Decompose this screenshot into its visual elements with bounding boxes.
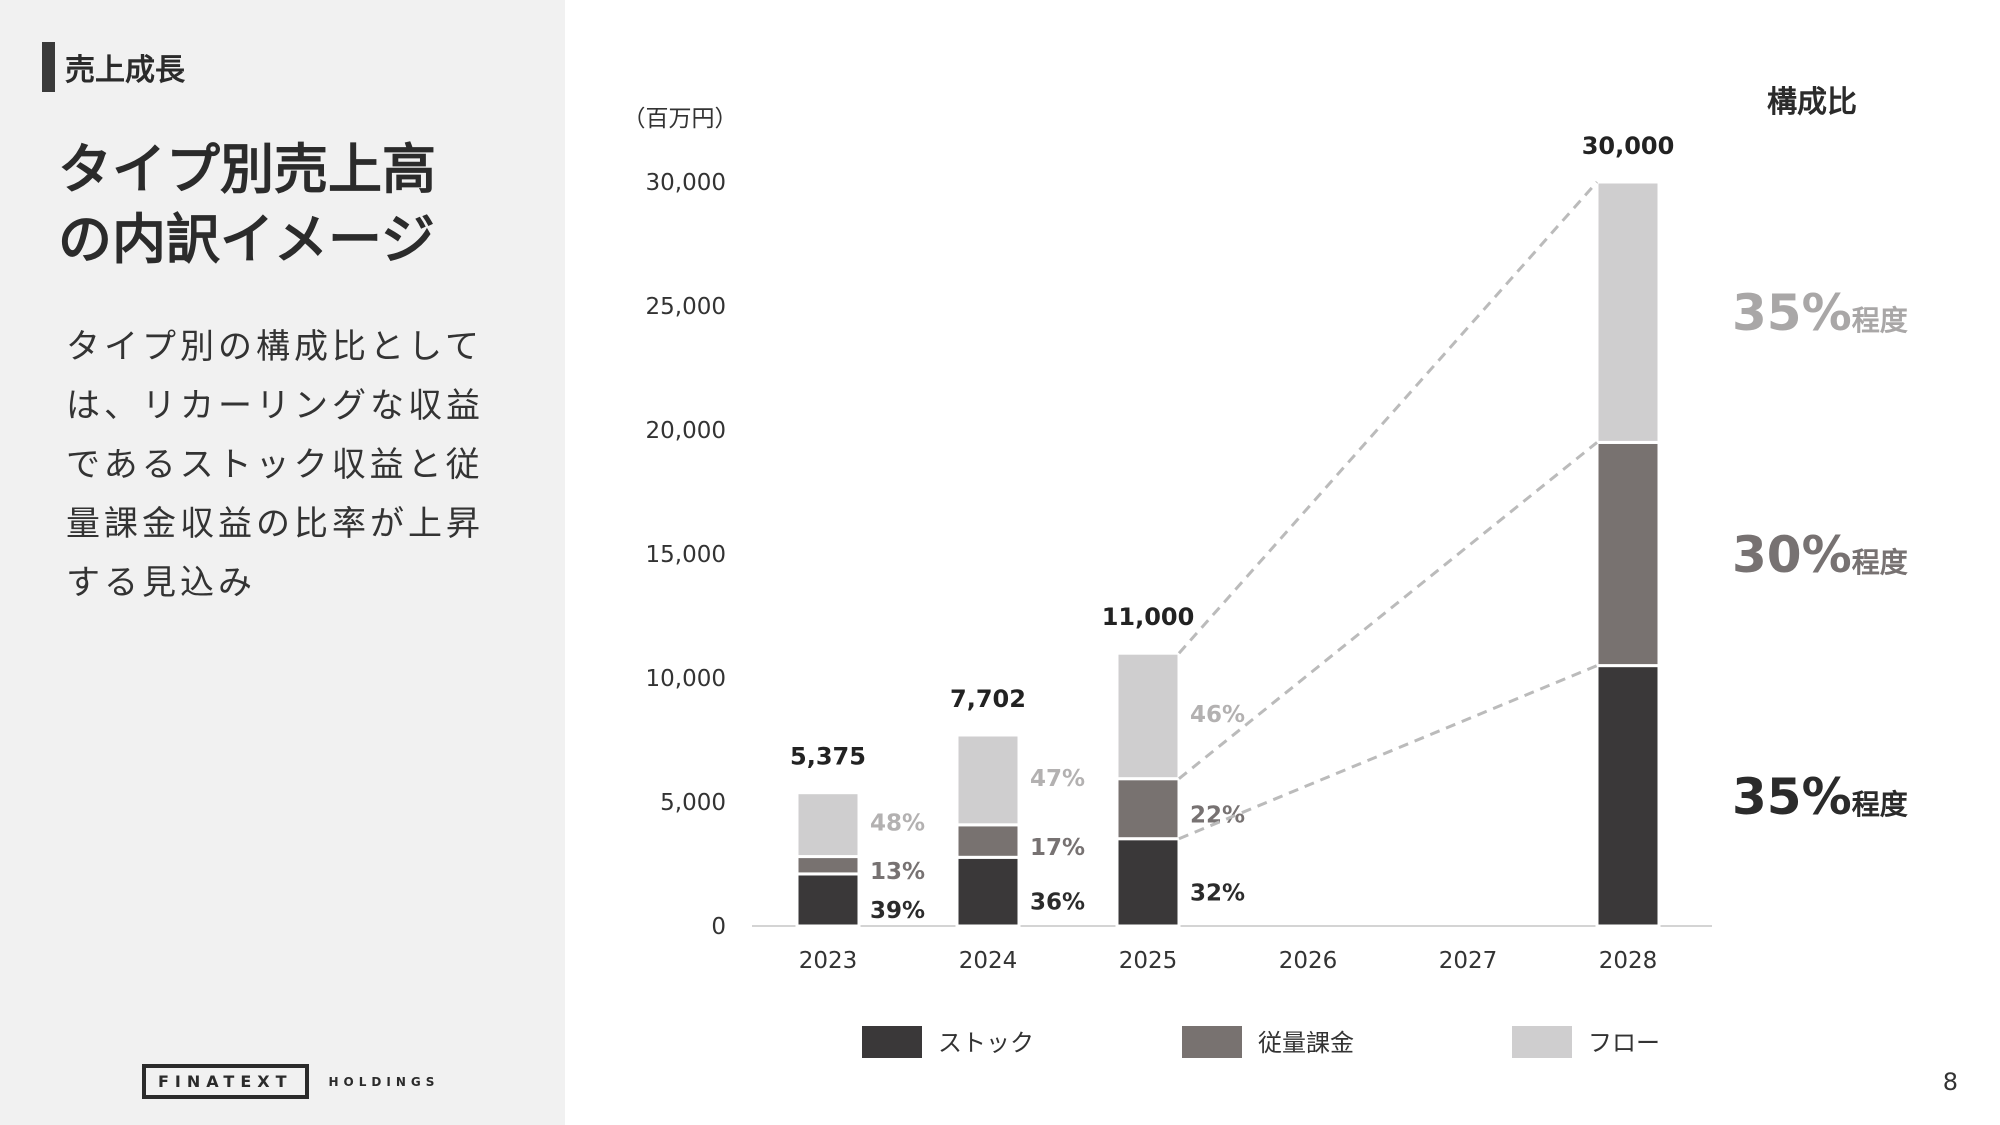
bar-segment-usage: [795, 855, 861, 876]
y-tick-label: 0: [711, 914, 726, 940]
segment-percent-label: 47%: [1030, 766, 1085, 792]
section-bar: [42, 42, 55, 92]
bar-total-label: 5,375: [790, 743, 866, 771]
logo-wordmark: FINATEXT: [142, 1064, 309, 1099]
slide-body: タイプ別の構成比として は、リカーリングな収益 であるストック収益と従 量課金収…: [66, 318, 536, 613]
bar-total-label: 30,000: [1582, 132, 1675, 160]
slide-title-line: タイプ別売上高: [58, 138, 436, 201]
x-tick-label: 2026: [1279, 948, 1338, 974]
bar-segment-stock: [1115, 837, 1181, 928]
bar-segment-stock: [955, 855, 1021, 928]
bar-segment-flow: [795, 791, 861, 859]
legend-label: 従量課金: [1258, 1029, 1354, 1057]
segment-percent-label: 39%: [870, 898, 925, 924]
x-tick-label: 2025: [1119, 948, 1178, 974]
legend-label: ストック: [938, 1029, 1034, 1057]
projection-dashed-line: [1178, 441, 1598, 780]
x-tick-label: 2023: [799, 948, 858, 974]
segment-percent-label: 17%: [1030, 835, 1085, 861]
composition-suffix: 程度: [1852, 788, 1908, 821]
segment-percent-label: 32%: [1190, 880, 1245, 906]
bar-segment-stock: [1595, 664, 1661, 928]
projection-dashed-line: [1178, 664, 1598, 841]
slide-body-line: は、リカーリングな収益: [66, 386, 484, 426]
composition-suffix: 程度: [1852, 304, 1908, 337]
legend-swatch: [1512, 1026, 1572, 1058]
segment-percent-label: 48%: [870, 811, 925, 837]
x-tick-label: 2027: [1439, 948, 1498, 974]
legend-swatch: [1182, 1026, 1242, 1058]
bar-total-label: 7,702: [950, 685, 1026, 713]
slide-title: タイプ別売上高 の内訳イメージ: [58, 135, 558, 275]
x-tick-label: 2028: [1599, 948, 1658, 974]
y-tick-label: 5,000: [660, 790, 726, 816]
composition-percent: 35%: [1732, 768, 1852, 826]
bar-segment-flow: [1115, 651, 1181, 781]
bar-total-label: 11,000: [1102, 603, 1195, 631]
slide-body-line: 量課金収益の比率が上昇: [66, 504, 484, 544]
left-panel: 売上成長 タイプ別売上高 の内訳イメージ タイプ別の構成比として は、リカーリン…: [0, 0, 565, 1125]
x-tick-label: 2024: [959, 948, 1018, 974]
section-tag: 売上成長: [42, 42, 185, 92]
bar-segment-usage: [1595, 440, 1661, 668]
segment-percent-label: 36%: [1030, 890, 1085, 916]
composition-percent: 35%: [1732, 284, 1852, 342]
bar-segment-usage: [955, 823, 1021, 859]
segment-percent-label: 46%: [1190, 702, 1245, 728]
logo-subtitle: HOLDINGS: [328, 1074, 440, 1089]
bar-segment-stock: [795, 872, 861, 928]
composition-value: 30%程度: [1732, 526, 1908, 584]
slide-body-line: であるストック収益と従: [66, 445, 484, 485]
page-number: 8: [1942, 1068, 1958, 1096]
slide-body-line: する見込み: [66, 563, 256, 603]
legend-swatch: [862, 1026, 922, 1058]
bar-segment-usage: [1115, 777, 1181, 841]
composition-percent: 30%: [1732, 526, 1852, 584]
composition-value: 35%程度: [1732, 284, 1908, 342]
legend-label: フロー: [1588, 1029, 1660, 1057]
bar-segment-flow: [955, 733, 1021, 827]
y-tick-label: 30,000: [646, 170, 726, 196]
y-tick-label: 10,000: [646, 666, 726, 692]
composition-value: 35%程度: [1732, 768, 1908, 826]
y-tick-label: 15,000: [646, 542, 726, 568]
composition-suffix: 程度: [1852, 546, 1908, 579]
y-axis-unit-label: （百万円）: [623, 106, 738, 132]
slide-body-line: タイプ別の構成比として: [66, 327, 483, 367]
segment-percent-label: 22%: [1190, 803, 1245, 829]
company-logo: FINATEXT HOLDINGS: [142, 1064, 439, 1099]
segment-percent-label: 13%: [870, 859, 925, 885]
y-tick-label: 25,000: [646, 294, 726, 320]
section-label: 売上成長: [65, 53, 185, 88]
slide-title-line: の内訳イメージ: [58, 208, 435, 271]
bar-segment-flow: [1595, 180, 1661, 444]
y-tick-label: 20,000: [646, 418, 726, 444]
projection-dashed-line: [1177, 181, 1599, 655]
composition-title: 構成比: [1767, 85, 1857, 120]
